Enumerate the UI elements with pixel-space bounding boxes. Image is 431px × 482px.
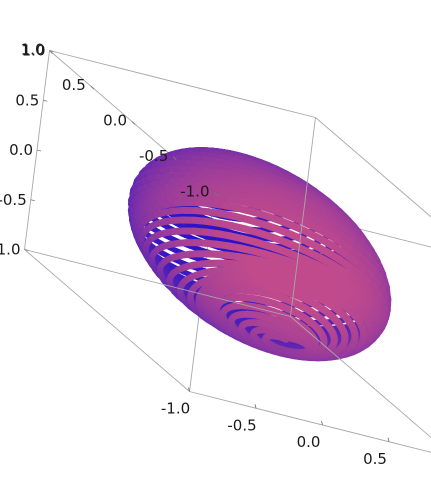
z-tick-mark [36, 149, 42, 152]
y-tick-label: -0.5 [227, 416, 256, 434]
box-edge [49, 50, 316, 118]
y-tick-label: 0.0 [297, 433, 321, 451]
box-edge [290, 117, 316, 317]
x-tick-label: 0.0 [103, 112, 127, 130]
y-tick-label: -1.0 [161, 400, 190, 418]
tube-segment [291, 265, 310, 277]
y-tick-label: 0.5 [363, 450, 387, 468]
tube-segment [290, 251, 310, 264]
tube-segment [285, 257, 305, 269]
tube-curve [127, 147, 392, 362]
z-tick-mark [24, 249, 29, 251]
y-tick-mark [387, 437, 390, 442]
tube-segment [275, 324, 286, 333]
tube-segment [276, 172, 295, 185]
z-tick-label: -0.5 [0, 191, 27, 209]
tube-segment [278, 198, 299, 211]
box-edge [24, 249, 190, 392]
box-edge [290, 316, 431, 439]
z-axis-ticks: -1.0 -0.5 0.0 0.5 1.0 [0, 42, 54, 259]
z-tick-label: 0.0 [9, 141, 33, 159]
y-tick-mark [321, 420, 323, 426]
x-tick-mark [131, 121, 136, 125]
x-tick-label: -0.5 [139, 147, 168, 165]
z-tick-mark [30, 199, 35, 202]
x-tick-mark [172, 156, 177, 161]
box-edge [24, 249, 291, 317]
tube-segment [283, 304, 298, 316]
x-axis-ticks: -1.0 -0.5 0.0 0.5 1.0 [21, 41, 218, 201]
tube-segment [285, 268, 305, 279]
y-axis-ticks: -1.0 -0.5 0.0 0.5 1.0 [161, 387, 431, 482]
x-tick-label: -1.0 [180, 183, 209, 201]
tube-segment [274, 175, 294, 188]
box-edge [315, 117, 431, 218]
tube-segment [277, 330, 287, 339]
tube-segment [273, 201, 295, 214]
tube-segment [286, 297, 302, 308]
tube-segment [271, 179, 292, 191]
x-tick-label: 1.0 [21, 41, 45, 59]
x-tick-mark [90, 85, 95, 90]
tube-segment [276, 318, 288, 328]
z-tick-label: 0.5 [15, 91, 39, 109]
x-tick-mark [214, 192, 218, 196]
x-tick-mark [49, 50, 53, 54]
tube-segment [295, 243, 316, 258]
z-tick-label: -1.0 [0, 241, 21, 259]
y-tick-mark [188, 387, 190, 392]
y-tick-mark [254, 404, 257, 409]
x-tick-label: 0.5 [62, 76, 86, 94]
z-tick-label: 1.0 [22, 42, 46, 60]
tube-segment [290, 290, 307, 302]
z-tick-mark [43, 99, 48, 102]
y-tick-label: 1.0 [430, 467, 431, 482]
tube-segment [282, 211, 304, 224]
tube-segment [286, 230, 308, 244]
bounding-box-front [24, 117, 431, 439]
